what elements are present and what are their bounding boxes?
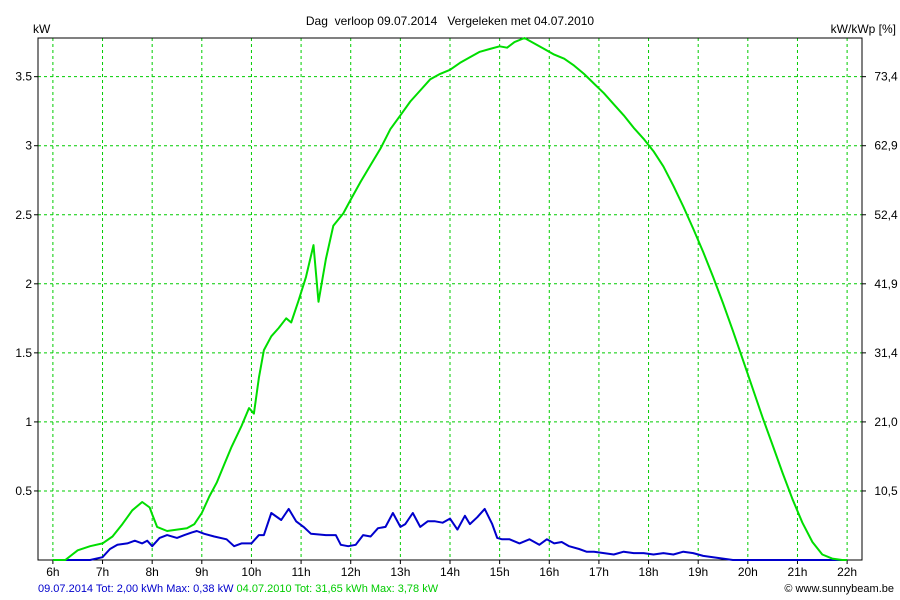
x-tick-label: 8h — [145, 565, 158, 579]
right-axis-label: kW/kWp [%] — [831, 22, 896, 36]
y-tick-label-right: 62,9 — [874, 139, 898, 153]
x-tick-label: 20h — [738, 565, 758, 579]
y-tick-label-left: 0.5 — [15, 484, 32, 498]
x-tick-label: 7h — [96, 565, 109, 579]
y-tick-label-left: 1 — [25, 415, 32, 429]
y-tick-label-right: 52,4 — [874, 208, 898, 222]
footer-series-blue: 09.07.2014 Tot: 2,00 kWh Max: 0,38 kW — [38, 583, 234, 595]
series-line-0 — [52, 507, 848, 561]
x-tick-label: 16h — [539, 565, 559, 579]
x-tick-label: 17h — [589, 565, 609, 579]
y-tick-label-left: 2 — [25, 277, 32, 291]
x-tick-label: 6h — [46, 565, 59, 579]
footer-series-green: 04.07.2010 Tot: 31,65 kWh Max: 3,78 kW — [236, 583, 439, 595]
x-tick-label: 13h — [390, 565, 410, 579]
y-tick-label-left: 2.5 — [15, 208, 32, 222]
x-tick-label: 9h — [195, 565, 208, 579]
y-tick-label-right: 31,4 — [874, 346, 898, 360]
y-tick-label-right: 41,9 — [874, 277, 898, 291]
footer-left: 09.07.2014 Tot: 2,00 kWh Max: 0,38 kW 04… — [38, 583, 438, 595]
x-tick-label: 11h — [292, 565, 311, 579]
left-y-ticks: 0.5 1 1.5 2 2.5 3 3.5 — [15, 70, 38, 498]
x-ticks: 6h 7h 8h 9h 10h 11h 12h 13h 14h 15h 16h 17h 18h 19h 20… — [46, 560, 857, 579]
x-tick-label: 12h — [341, 565, 361, 579]
x-tick-label: 15h — [490, 565, 510, 579]
left-axis-label: kW — [33, 22, 51, 36]
y-tick-label-right: 73,4 — [874, 70, 898, 84]
x-tick-label: 14h — [440, 565, 460, 579]
right-y-ticks: 10,5 21,0 31,4 41,9 52,4 62,9 73,4 — [862, 70, 898, 498]
x-tick-label: 22h — [837, 565, 857, 579]
x-tick-label: 21h — [787, 565, 807, 579]
y-tick-label-left: 3.5 — [15, 70, 32, 84]
series-line-1 — [52, 37, 848, 561]
footer-copyright: © www.sunnybeam.be — [784, 583, 894, 595]
grid-lines — [38, 38, 862, 560]
series-lines — [52, 37, 848, 561]
y-tick-label-left: 1.5 — [15, 346, 32, 360]
x-tick-label: 19h — [688, 565, 708, 579]
chart-title: Dag verloop 09.07.2014 Vergeleken met 04… — [306, 14, 595, 28]
x-tick-label: 18h — [639, 565, 659, 579]
y-tick-label-right: 10,5 — [874, 484, 898, 498]
y-tick-label-right: 21,0 — [874, 415, 898, 429]
y-tick-label-left: 3 — [25, 139, 32, 153]
x-tick-label: 10h — [241, 565, 261, 579]
